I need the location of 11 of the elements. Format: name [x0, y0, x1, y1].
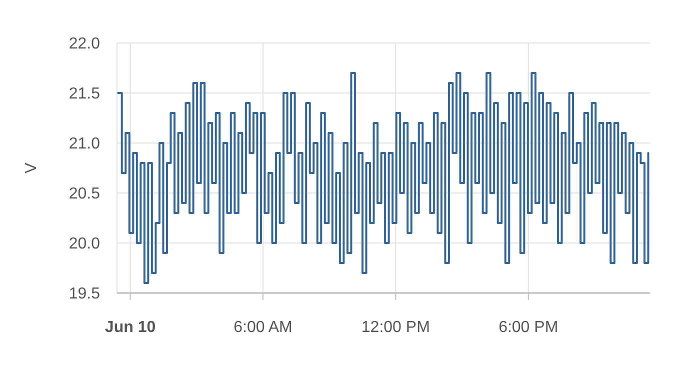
x-tick-label: 6:00 PM: [498, 319, 558, 336]
x-tick-label: 6:00 AM: [234, 319, 292, 336]
y-tick-label: 21.0: [68, 136, 100, 153]
x-tick-label: 12:00 PM: [361, 319, 430, 336]
y-tick-label: 22.0: [68, 36, 100, 53]
y-tick-label: 19.5: [68, 286, 100, 303]
y-axis-title: V: [23, 162, 40, 174]
y-tick-label: 20.5: [68, 186, 100, 203]
x-tick-label: Jun 10: [104, 319, 156, 336]
y-tick-label: 20.0: [68, 236, 100, 253]
y-tick-label: 21.5: [68, 86, 100, 103]
